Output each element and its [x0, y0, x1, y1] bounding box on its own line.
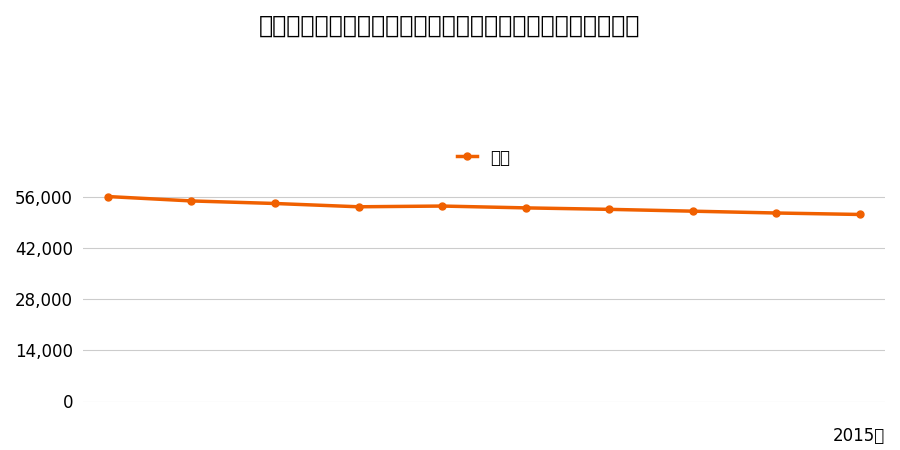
価格	[520, 205, 531, 211]
価格	[604, 207, 615, 212]
価格	[854, 212, 865, 217]
Line: 価格: 価格	[104, 193, 863, 218]
Text: 2015年: 2015年	[832, 428, 885, 446]
価格	[103, 194, 113, 199]
価格	[353, 204, 364, 210]
価格	[269, 201, 280, 206]
価格	[688, 208, 698, 214]
Legend: 価格: 価格	[451, 142, 518, 173]
価格	[771, 210, 782, 216]
価格	[186, 198, 197, 204]
Text: 新潟県新潟市秋葉区山谷町２丁目３９１５番５外の地価推移: 新潟県新潟市秋葉区山谷町２丁目３９１５番５外の地価推移	[259, 14, 641, 37]
価格	[436, 203, 447, 209]
